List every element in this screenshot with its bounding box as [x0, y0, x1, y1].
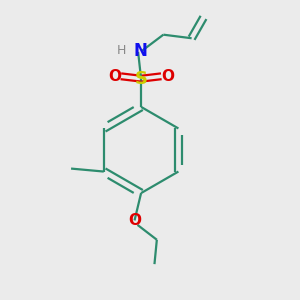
Text: O: O [128, 213, 141, 228]
Text: S: S [135, 70, 148, 88]
Text: N: N [134, 42, 147, 60]
Text: O: O [108, 69, 121, 84]
Text: H: H [117, 44, 127, 57]
Text: O: O [161, 69, 174, 84]
